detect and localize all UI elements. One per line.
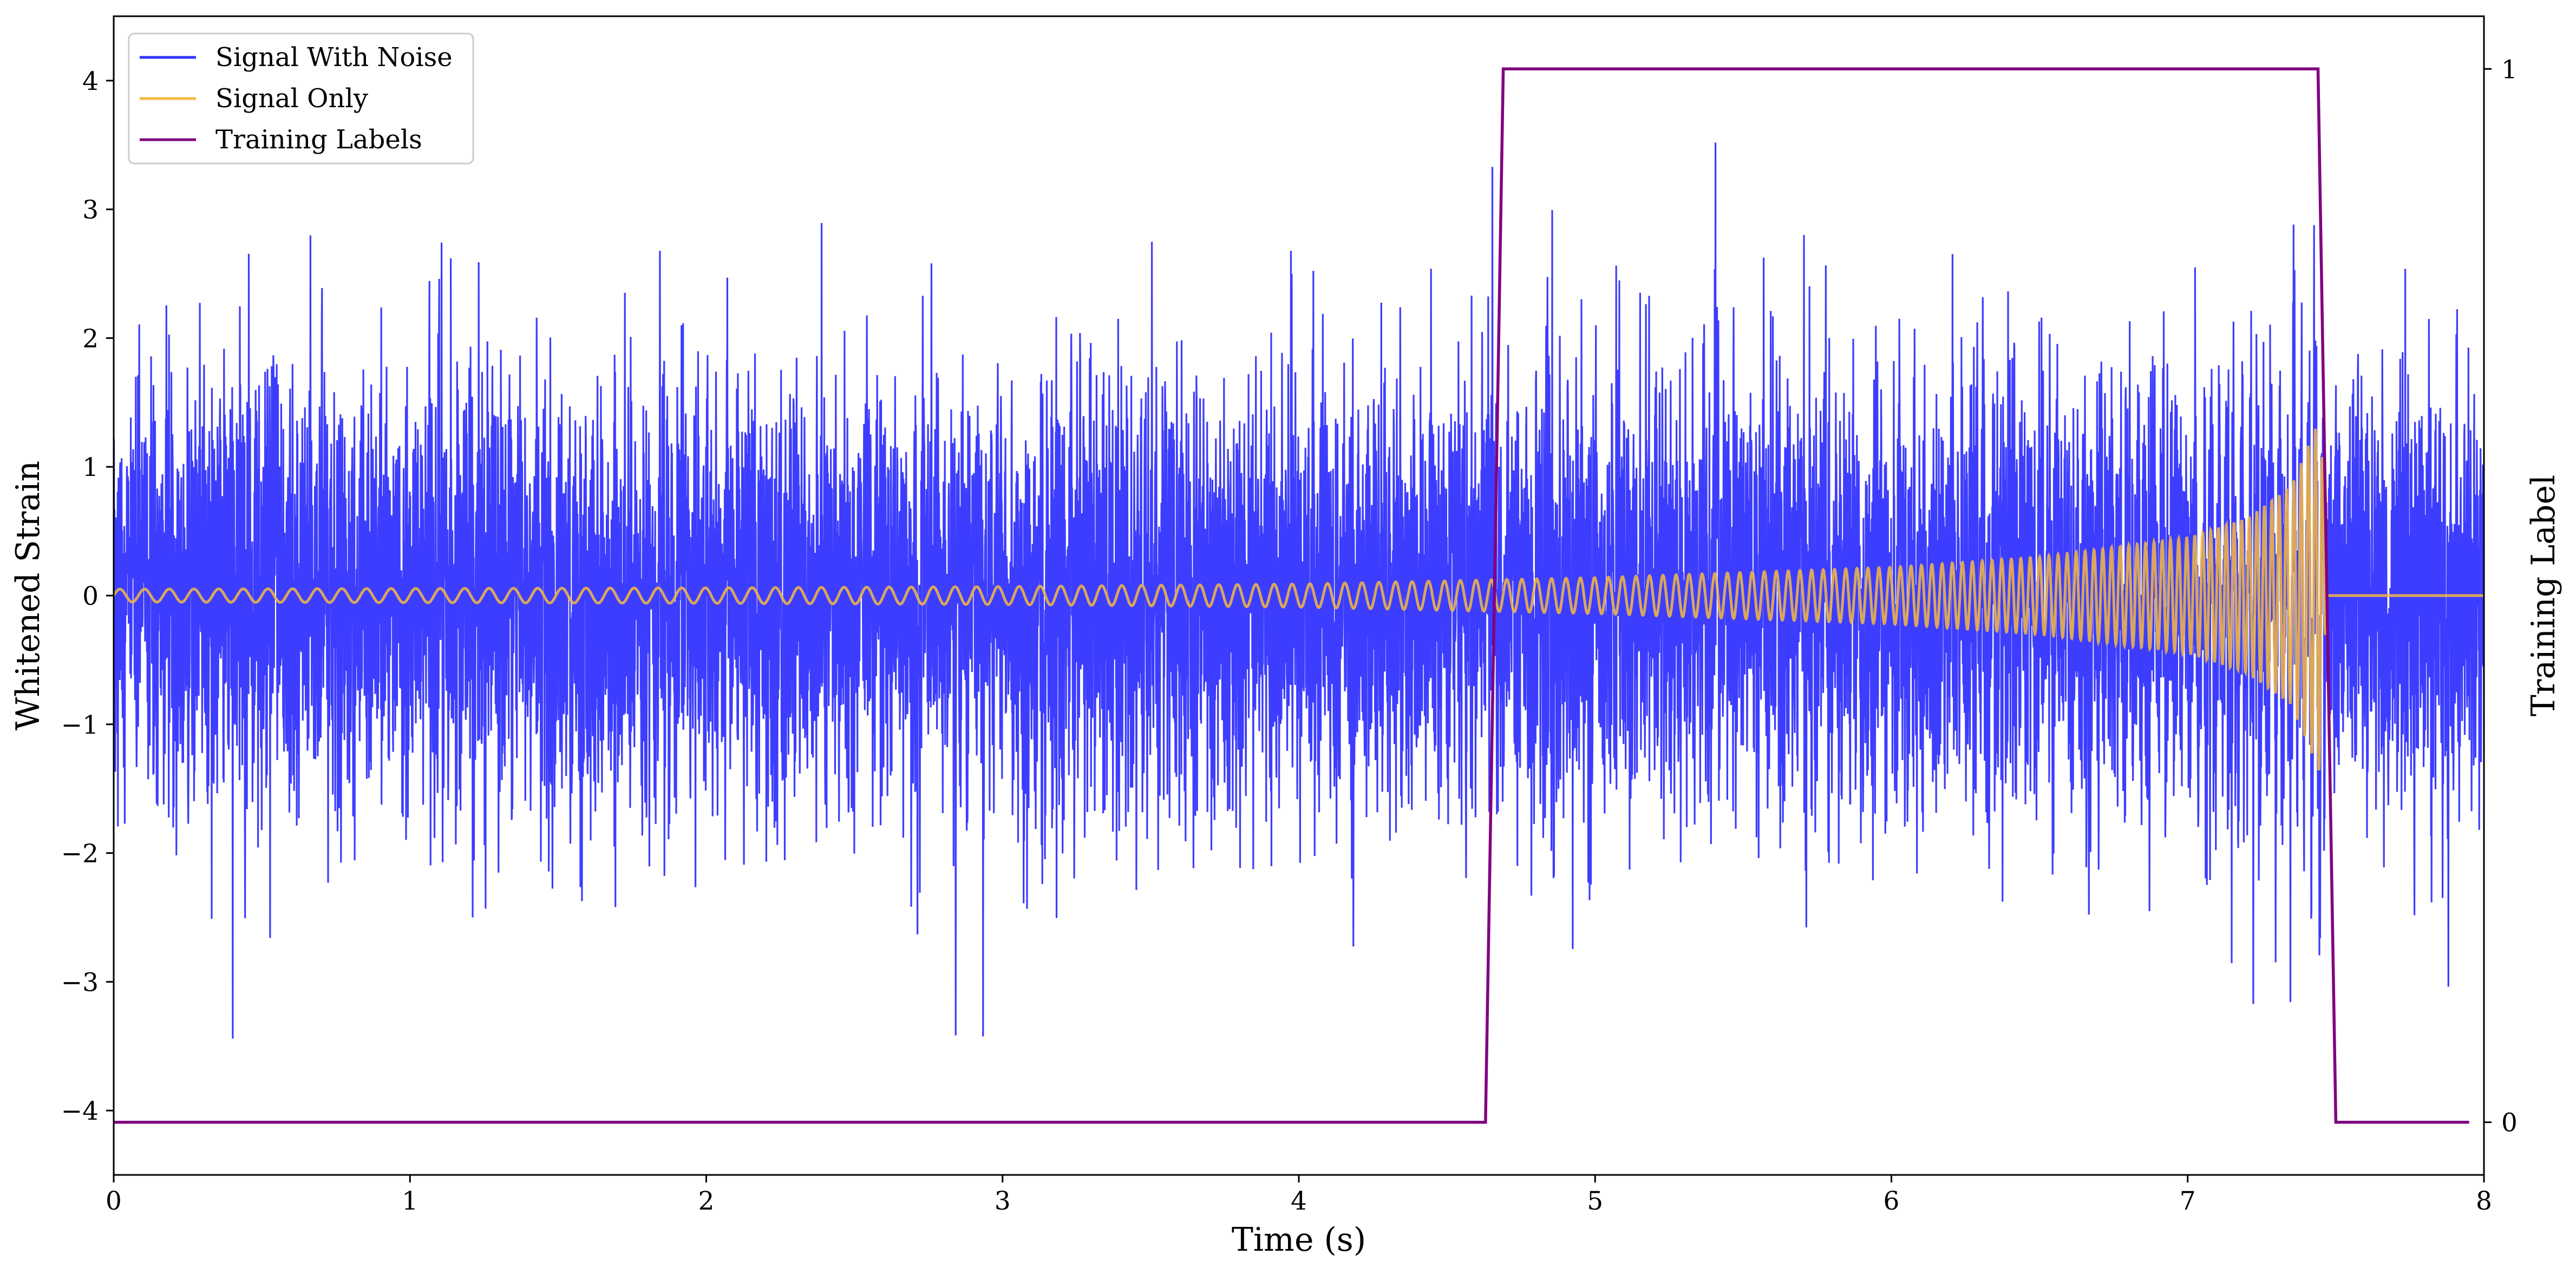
legend: Signal With Noise Signal Only Training L… [128, 32, 474, 165]
legend-label-signal-with-noise: Signal With Noise [215, 42, 453, 73]
x-axis-label: Time (s) [1232, 1221, 1366, 1259]
y-tick-label: 0 [82, 582, 99, 611]
x-tick-label: 4 [1291, 1186, 1307, 1216]
y-right-tick-label: 0 [2501, 1108, 2518, 1138]
x-tick-label: 5 [1587, 1186, 1603, 1216]
series-signal-only [114, 428, 2484, 771]
y-tick-label: −3 [61, 968, 99, 997]
y-axis-label-right: Training Label [2525, 475, 2562, 716]
legend-box [128, 32, 474, 165]
y-axis-right: 01 [2484, 55, 2518, 1138]
x-tick-label: 3 [995, 1186, 1011, 1216]
y-right-tick-label: 1 [2501, 55, 2518, 84]
legend-label-signal-only: Signal Only [215, 83, 368, 114]
y-axis-label-left: Whitened Strain [9, 461, 47, 730]
x-axis: 0 1 2 3 4 5 6 7 8 [106, 1175, 2492, 1216]
x-tick-label: 7 [2180, 1186, 2196, 1216]
x-tick-label: 8 [2476, 1186, 2492, 1216]
legend-label-training-labels: Training Labels [215, 125, 422, 155]
series-training-labels [114, 67, 2469, 1124]
plot-area [114, 67, 2484, 1124]
series-signal-with-noise [114, 142, 2484, 1039]
x-tick-label: 1 [402, 1186, 418, 1216]
y-tick-label: −4 [61, 1096, 99, 1126]
y-tick-label: −1 [61, 710, 99, 740]
x-tick-label: 6 [1884, 1186, 1900, 1216]
y-tick-label: 4 [82, 67, 99, 96]
y-tick-label: 2 [82, 324, 99, 354]
y-tick-label: −2 [61, 839, 99, 869]
y-tick-label: 1 [82, 453, 99, 482]
y-axis-left: −4 −3 −2 −1 0 1 2 3 4 [61, 67, 114, 1126]
y-tick-label: 3 [82, 195, 99, 225]
x-tick-label: 2 [698, 1186, 715, 1216]
x-tick-label: 0 [106, 1186, 122, 1216]
